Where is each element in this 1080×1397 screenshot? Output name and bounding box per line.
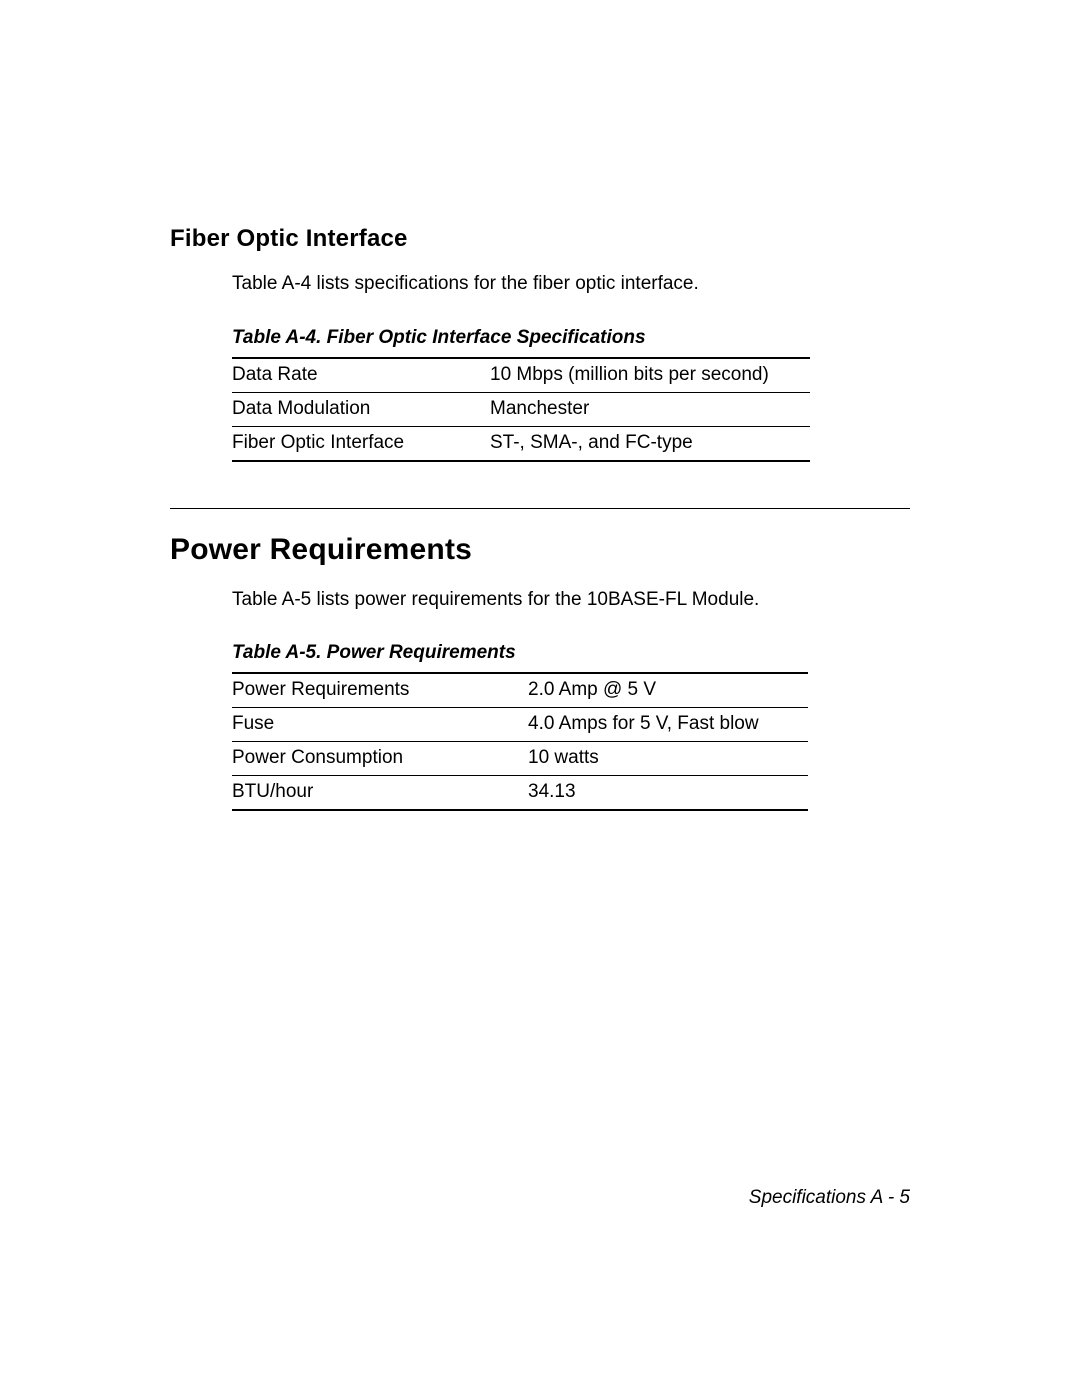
table-cell: Fiber Optic Interface [232, 426, 490, 461]
table-cell: 4.0 Amps for 5 V, Fast blow [528, 708, 808, 742]
table-cell: Power Consumption [232, 742, 528, 776]
table-cell: ST-, SMA-, and FC-type [490, 426, 810, 461]
table-row: Power Requirements 2.0 Amp @ 5 V [232, 673, 808, 708]
intro-text-2: Table A-5 lists power requirements for t… [170, 587, 910, 613]
table-cell: BTU/hour [232, 776, 528, 811]
table-cell: Power Requirements [232, 673, 528, 708]
table-cell: 2.0 Amp @ 5 V [528, 673, 808, 708]
table-row: Data Rate 10 Mbps (million bits per seco… [232, 358, 810, 393]
table-caption-a4: Table A-4. Fiber Optic Interface Specifi… [170, 327, 910, 349]
heading-fiber-optic-interface: Fiber Optic Interface [170, 225, 910, 253]
table-a5-wrap: Power Requirements 2.0 Amp @ 5 V Fuse 4.… [170, 672, 910, 811]
page: Fiber Optic Interface Table A-4 lists sp… [0, 0, 1080, 1397]
table-row: Fiber Optic Interface ST-, SMA-, and FC-… [232, 426, 810, 461]
page-footer: Specifications A - 5 [749, 1187, 910, 1209]
heading-power-requirements: Power Requirements [170, 533, 910, 567]
table-row: Data Modulation Manchester [232, 392, 810, 426]
table-a5: Power Requirements 2.0 Amp @ 5 V Fuse 4.… [232, 672, 808, 811]
table-cell: Data Modulation [232, 392, 490, 426]
table-cell: 10 Mbps (million bits per second) [490, 358, 810, 393]
table-row: Power Consumption 10 watts [232, 742, 808, 776]
table-row: Fuse 4.0 Amps for 5 V, Fast blow [232, 708, 808, 742]
table-caption-a5: Table A-5. Power Requirements [170, 642, 910, 664]
table-cell: Manchester [490, 392, 810, 426]
table-cell: 10 watts [528, 742, 808, 776]
table-cell: 34.13 [528, 776, 808, 811]
table-a4: Data Rate 10 Mbps (million bits per seco… [232, 357, 810, 462]
intro-text-1: Table A-4 lists specifications for the f… [170, 271, 910, 297]
table-cell: Fuse [232, 708, 528, 742]
table-cell: Data Rate [232, 358, 490, 393]
table-row: BTU/hour 34.13 [232, 776, 808, 811]
section-divider [170, 508, 910, 509]
table-a4-wrap: Data Rate 10 Mbps (million bits per seco… [170, 357, 910, 462]
